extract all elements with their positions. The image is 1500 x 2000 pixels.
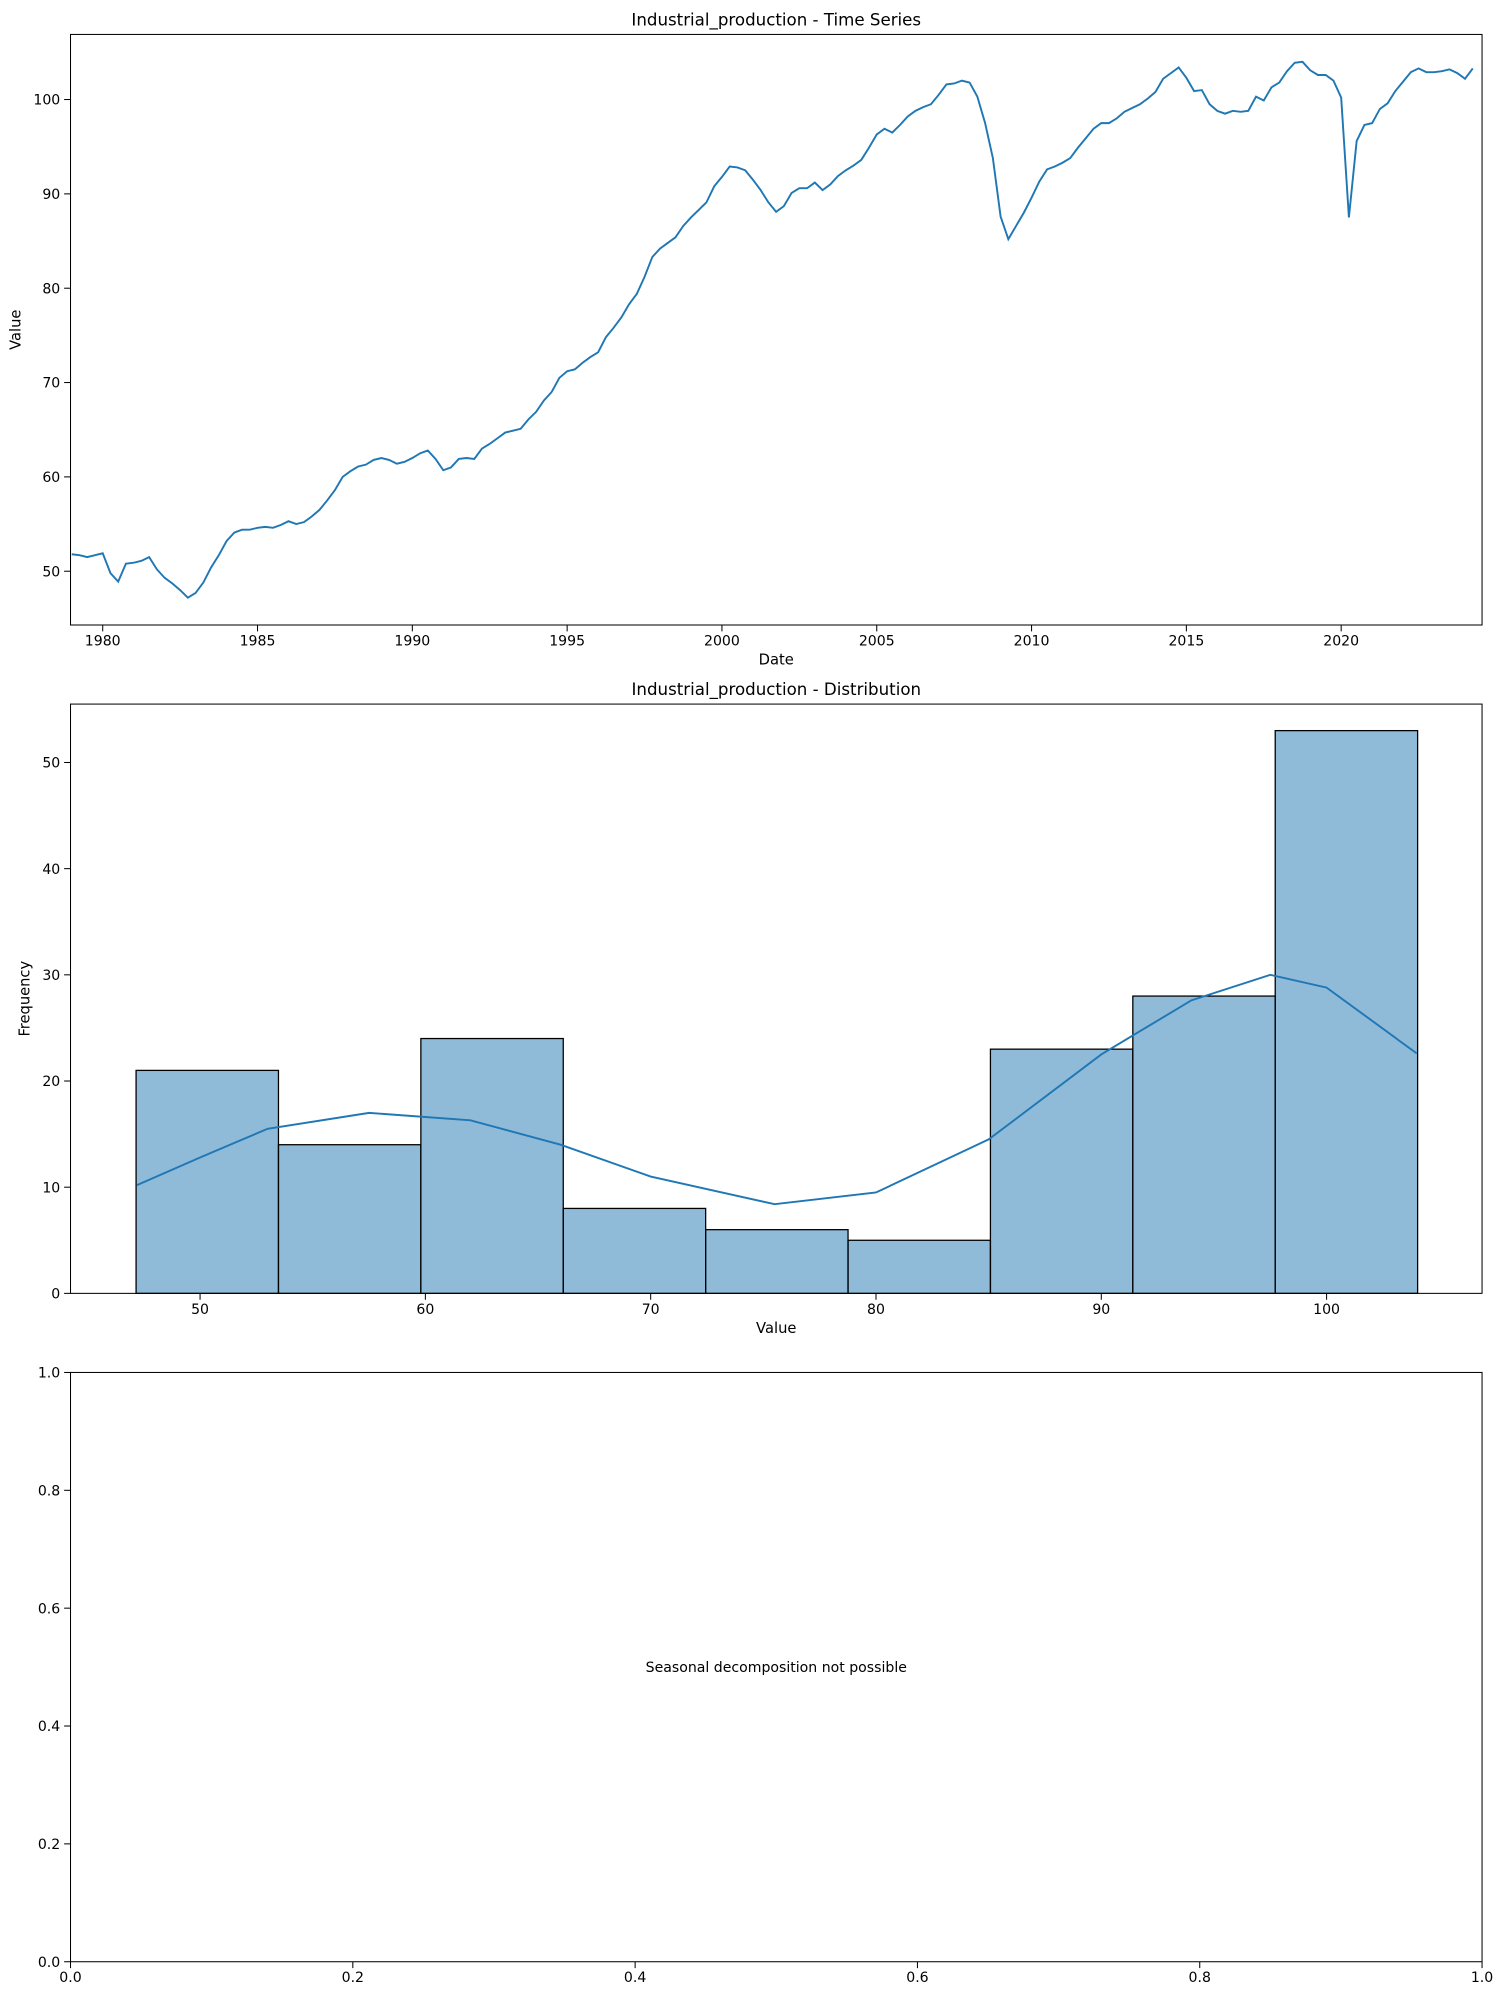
annotation: Seasonal decomposition not possible [646,1660,907,1676]
y-axis-label: Frequency [16,961,33,1037]
x-tick-label: 80 [867,1302,885,1318]
hist-bar [562,1207,707,1295]
chart-title: Industrial_production - Time Series [631,11,921,31]
y-tick-label: 100 [33,93,60,109]
x-tick-label: 2010 [1014,633,1050,649]
x-tick-label: 0.8 [1189,1970,1211,1986]
hist-bar [1132,995,1276,1295]
x-tick-label: 90 [1092,1302,1110,1318]
hist-bar [1274,729,1419,1295]
y-tick-label: 0.8 [38,1483,60,1499]
data-line [136,973,1418,1206]
hist-bar [277,1144,422,1295]
x-axis-label: Date [759,652,794,669]
y-tick-label: 50 [42,564,60,580]
x-tick-label: 2015 [1168,633,1204,649]
x-tick-label: 0.2 [342,1970,364,1986]
x-tick-label: 100 [1313,1302,1340,1318]
y-tick-label: 20 [42,1074,60,1090]
y-tick-label: 70 [42,376,60,392]
panel: Industrial_production - Time Series Date V… [7,11,1483,669]
x-tick-label: 70 [642,1302,660,1318]
y-tick-label: 30 [42,968,60,984]
y-tick-label: 0.6 [38,1601,60,1617]
hist-bar [847,1239,992,1295]
x-tick-label: 2020 [1323,633,1359,649]
x-tick-label: 0.6 [906,1970,928,1986]
x-tick-label: 1985 [240,633,276,649]
y-tick-label: 10 [42,1180,60,1196]
y-tick-label: 80 [42,281,60,297]
panel: Industrial_production - Distribution Valu… [16,680,1483,1337]
hist-bar [135,1069,280,1295]
hist-bar [420,1037,564,1295]
x-tick-label: 1980 [85,633,121,649]
y-tick-label: 90 [42,187,60,203]
chart-title: Industrial_production - Distribution [631,680,921,700]
y-tick-label: 0.4 [38,1719,60,1735]
x-tick-label: 2000 [704,633,740,649]
x-axis-label: Value [756,1320,796,1337]
x-tick-label: 0.4 [624,1970,646,1986]
x-tick-label: 2005 [859,633,895,649]
x-tick-label: 50 [191,1302,209,1318]
axes-frame [70,703,1483,1294]
x-tick-label: 60 [416,1302,434,1318]
y-axis-label: Value [7,310,24,350]
data-line [71,60,1474,599]
y-tick-label: 0 [51,1287,60,1303]
axes-frame [70,33,1483,626]
hist-bar [989,1048,1134,1295]
x-tick-label: 1995 [549,633,585,649]
x-tick-label: 1990 [394,633,430,649]
y-tick-label: 50 [42,756,60,772]
y-tick-label: 60 [42,470,60,486]
panel: 0.0 0.2 0.4 0.6 0.8 1.0 0.0 0.2 0.4 0.6 0.8 1.0 Seas… [38,1366,1493,1987]
y-tick-label: 0.0 [38,1955,60,1971]
y-tick-label: 0.2 [38,1837,60,1853]
axes-frame [70,1371,1483,1963]
y-tick-label: 40 [42,862,60,878]
hist-bar [705,1229,849,1295]
x-tick-label: 1.0 [1471,1970,1493,1986]
y-tick-label: 1.0 [38,1366,60,1382]
x-tick-label: 0.0 [59,1970,81,1986]
